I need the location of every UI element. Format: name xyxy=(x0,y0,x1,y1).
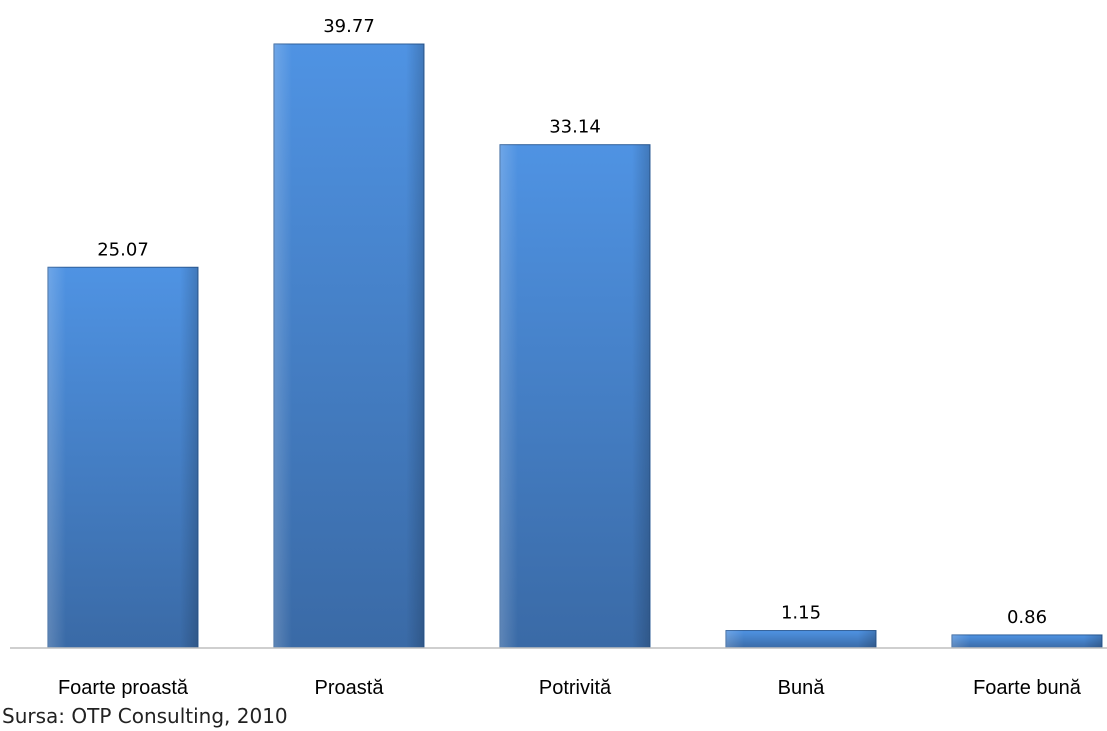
data-label-5: 0.86 xyxy=(1007,607,1047,628)
bars-group xyxy=(47,43,1103,649)
x-tick-label-5: Foarte bună xyxy=(973,677,1082,699)
data-label-3: 33.14 xyxy=(549,117,601,138)
bar-shading-5 xyxy=(952,634,1102,648)
data-label-4: 1.15 xyxy=(781,603,821,624)
x-tick-label-2: Proastă xyxy=(315,677,385,699)
bar-shading-1 xyxy=(48,267,198,648)
source-note: Sursa: OTP Consulting, 2010 xyxy=(2,704,288,728)
bar-shading-3 xyxy=(500,144,650,648)
x-tick-labels-group: Foarte proastă Proastă Potrivită Bună Foarte… xyxy=(58,677,1082,699)
bar-shading-4 xyxy=(726,630,876,648)
data-labels-group: 25.07 39.77 33.14 1.15 0.86 xyxy=(97,16,1047,628)
x-tick-label-1: Foarte proastă xyxy=(58,677,189,699)
x-tick-label-4: Bună xyxy=(778,677,826,699)
x-tick-label-3: Potrivită xyxy=(539,677,612,699)
data-label-2: 39.77 xyxy=(323,16,375,37)
data-label-1: 25.07 xyxy=(97,239,149,260)
bar-shading-2 xyxy=(274,44,424,648)
